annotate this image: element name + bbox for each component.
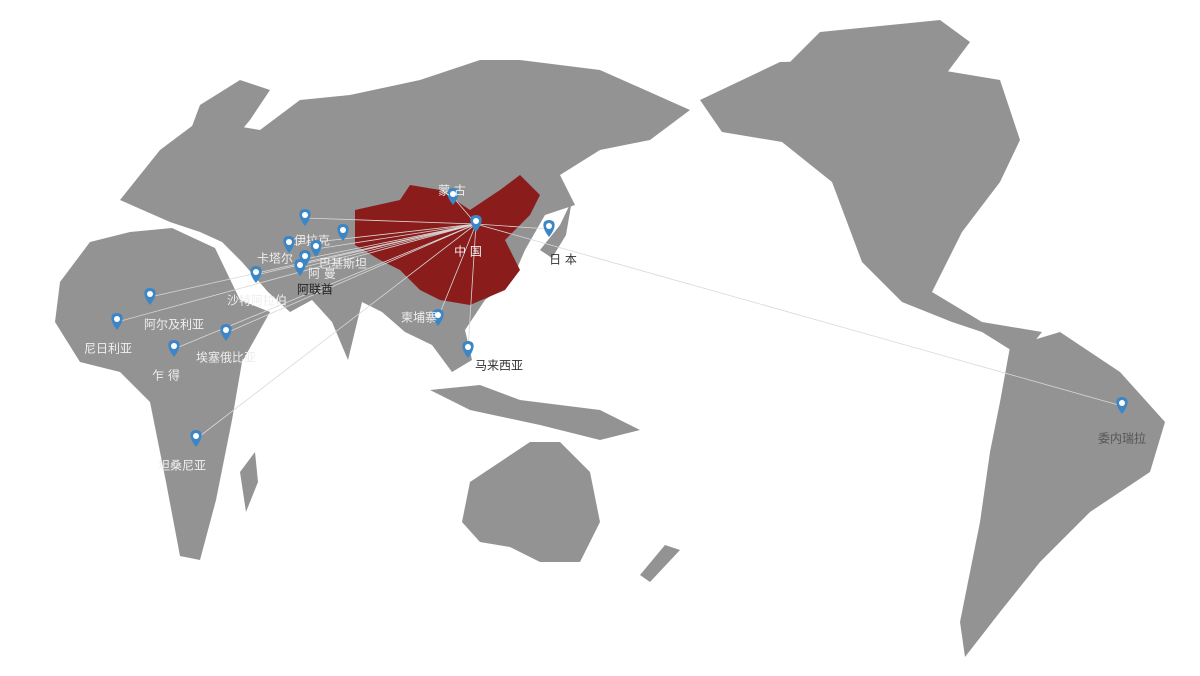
route-line xyxy=(116,223,477,323)
route-line xyxy=(304,217,477,225)
pin-dot xyxy=(302,212,308,218)
north-america xyxy=(700,60,1042,357)
route-line xyxy=(475,223,550,230)
place-label: 柬埔寨 xyxy=(401,310,437,325)
africa xyxy=(55,228,270,560)
map-pin xyxy=(543,220,555,237)
pin-dot xyxy=(473,218,479,224)
place-label: 坦桑尼亚 xyxy=(158,459,206,473)
pin-dot xyxy=(297,262,303,268)
place-label: 埃塞俄比亚 xyxy=(196,350,256,365)
place-label: 乍 得 xyxy=(152,368,180,383)
pin-dot xyxy=(223,327,229,333)
place-label: 委内瑞拉 xyxy=(1098,431,1146,446)
map-pin xyxy=(432,309,444,326)
pin-dot xyxy=(147,291,153,297)
route-line xyxy=(195,223,477,440)
map-pin xyxy=(190,430,202,447)
map-pin xyxy=(111,313,123,330)
pin-dot xyxy=(450,191,456,197)
pin-dot xyxy=(253,269,259,275)
scandinavia xyxy=(185,80,270,150)
pin-dot xyxy=(465,344,471,350)
route-line xyxy=(467,223,477,351)
place-label: 蒙 古 xyxy=(438,183,466,198)
map-pin xyxy=(447,188,459,205)
route-line xyxy=(299,223,477,269)
map-pin xyxy=(294,259,306,276)
china-region xyxy=(355,175,540,305)
map-pin xyxy=(462,341,474,358)
map-pin xyxy=(144,288,156,305)
place-label: 卡塔尔 xyxy=(257,251,293,266)
map-pin xyxy=(250,266,262,283)
pin-dot xyxy=(114,316,120,322)
pin-dot xyxy=(546,223,552,229)
place-label: 沙特阿拉伯 xyxy=(227,293,287,308)
map-pin xyxy=(168,340,180,357)
australia xyxy=(462,442,600,562)
route-line xyxy=(304,223,477,260)
map-pin xyxy=(337,224,349,241)
pin-dot xyxy=(302,253,308,259)
japan xyxy=(540,200,572,258)
pin-dot xyxy=(286,239,292,245)
place-label: 中 国 xyxy=(454,244,482,259)
pin-dot xyxy=(435,312,441,318)
map-pin xyxy=(220,324,232,341)
place-label: 日 本 xyxy=(549,253,577,267)
place-label: 马来西亚 xyxy=(475,359,523,373)
route-line xyxy=(149,223,477,298)
map-pin xyxy=(470,215,482,232)
map-pin xyxy=(310,240,322,257)
place-label: 阿 曼 xyxy=(308,267,336,281)
place-label: 尼日利亚 xyxy=(84,342,132,356)
madagascar xyxy=(240,452,258,512)
greenland xyxy=(780,20,970,112)
indonesia xyxy=(430,385,640,440)
map-pin xyxy=(283,236,295,253)
place-label: 阿联酋 xyxy=(297,282,333,297)
map-pin xyxy=(1116,397,1128,414)
new-zealand xyxy=(640,545,680,582)
landmass xyxy=(55,20,1165,657)
place-label: 阿尔及利亚 xyxy=(144,317,204,332)
route-line xyxy=(225,223,477,334)
pin-dot xyxy=(313,243,319,249)
route-line xyxy=(315,223,477,250)
pin-dot xyxy=(1119,400,1125,406)
route-line xyxy=(475,223,1123,407)
route-line xyxy=(437,223,477,319)
pin-dot xyxy=(193,433,199,439)
place-label: 巴基斯坦 xyxy=(319,257,367,271)
map-pin xyxy=(299,209,311,226)
pin-dot xyxy=(171,343,177,349)
south-america xyxy=(960,332,1165,657)
